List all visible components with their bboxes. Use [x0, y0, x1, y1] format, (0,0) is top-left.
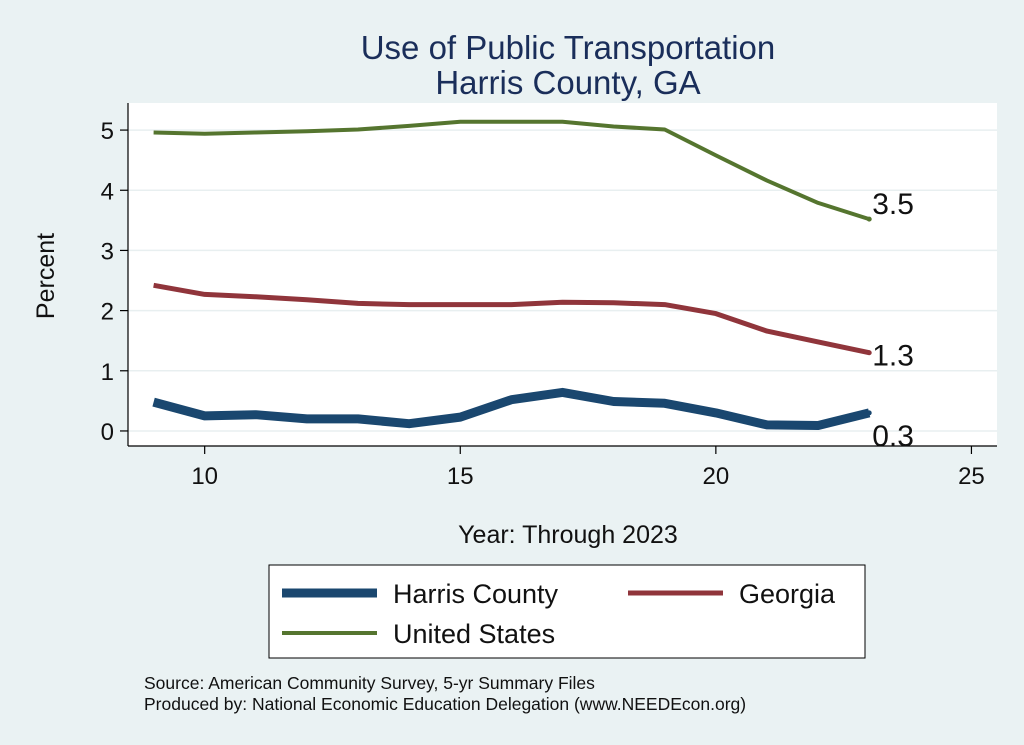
series-line-georgia [153, 282, 870, 356]
legend-label-harris-county: Harris County [393, 579, 559, 609]
end-labels: 0.3 1.3 3.5 [872, 188, 914, 453]
x-tick-label: 25 [958, 463, 985, 490]
y-tick-label: 0 [101, 419, 114, 446]
axes: 0 1 2 3 4 5 10 15 20 25 [101, 103, 997, 490]
x-axis-title: Year: Through 2023 [458, 521, 678, 549]
end-label-harris-county: 0.3 [872, 420, 914, 453]
series-layer [152, 119, 872, 430]
legend: Harris County Georgia United States [268, 564, 866, 659]
y-tick-label: 4 [101, 178, 114, 205]
chart-subtitle: Harris County, GA [435, 64, 700, 101]
x-tick-label: 15 [447, 463, 474, 490]
end-point-harris-county [866, 410, 872, 416]
y-tick-label: 1 [101, 359, 114, 386]
end-label-united-states: 3.5 [872, 188, 914, 221]
produced-by-note: Produced by: National Economic Education… [144, 694, 746, 714]
end-point-united-states [866, 216, 872, 222]
end-point-georgia [866, 350, 872, 356]
y-tick-label: 5 [101, 118, 114, 145]
series-line-united-states [153, 119, 870, 222]
series-line-harris-county [152, 387, 871, 430]
gridlines [128, 129, 997, 432]
legend-label-georgia: Georgia [739, 579, 836, 609]
chart-title: Use of Public Transportation [361, 29, 776, 66]
y-tick-label: 3 [101, 238, 114, 265]
x-tick-label: 10 [191, 463, 218, 490]
y-tick-label: 2 [101, 299, 114, 326]
legend-label-united-states: United States [393, 619, 555, 649]
end-label-georgia: 1.3 [872, 340, 914, 373]
x-tick-label: 20 [703, 463, 730, 490]
legend-box [268, 564, 866, 659]
y-axis-title: Percent [32, 233, 60, 319]
source-note: Source: American Community Survey, 5-yr … [144, 673, 595, 693]
